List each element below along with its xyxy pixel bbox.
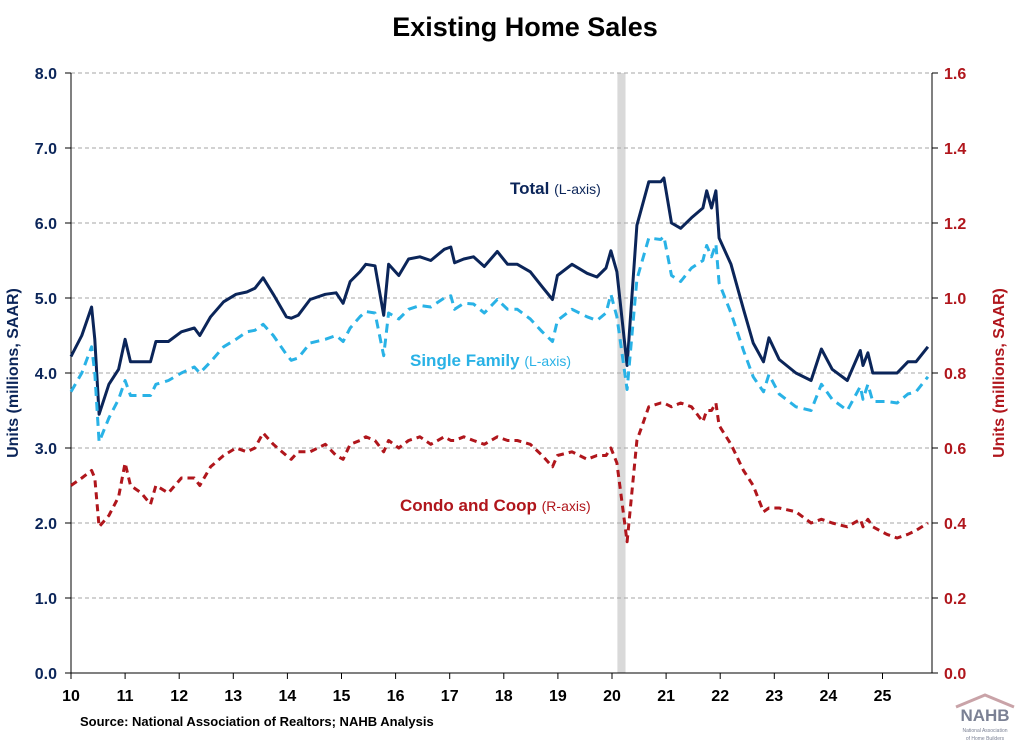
x-tick-label: 21 <box>657 688 675 705</box>
y-right-tick-label: 1.6 <box>944 66 966 83</box>
x-tick-label: 16 <box>387 688 405 705</box>
series-axis-note: (R-axis) <box>542 498 591 514</box>
y-left-tick-label: 8.0 <box>35 66 57 83</box>
series-line-single-family <box>69 235 930 444</box>
y-right-tick-label: 0.8 <box>944 366 966 383</box>
x-tick-label: 19 <box>549 688 567 705</box>
y-left-tick-label: 2.0 <box>35 516 57 533</box>
x-tick-label: 17 <box>441 688 459 705</box>
y-right-tick-label: 0.4 <box>944 516 966 533</box>
series-axis-note: (L-axis) <box>554 181 601 197</box>
series-line-total <box>69 176 930 416</box>
y-left-tick-label: 5.0 <box>35 291 57 308</box>
y-left-tick-label: 6.0 <box>35 216 57 233</box>
nahb-logo: NAHB National Association of Home Builde… <box>955 693 1015 742</box>
series-axis-note: (L-axis) <box>524 353 571 369</box>
y-right-tick-label: 0.0 <box>944 666 966 683</box>
x-tick-label: 24 <box>820 688 838 705</box>
y-right-tick-label: 0.2 <box>944 591 966 608</box>
y-right-axis-title: Units (millions, SAAR) <box>991 288 1008 458</box>
x-tick-label: 23 <box>765 688 783 705</box>
y-left-tick-label: 1.0 <box>35 591 57 608</box>
y-right-tick-label: 0.6 <box>944 441 966 458</box>
x-tick-label: 25 <box>874 688 892 705</box>
y-left-tick-label: 3.0 <box>35 441 57 458</box>
x-tick-label: 12 <box>170 688 188 705</box>
x-tick-label: 20 <box>603 688 621 705</box>
svg-text:NAHB: NAHB <box>960 706 1009 725</box>
series-label: Total (L-axis) <box>510 179 601 198</box>
y-right-tick-label: 1.0 <box>944 291 966 308</box>
x-tick-label: 18 <box>495 688 513 705</box>
y-left-tick-label: 7.0 <box>35 141 57 158</box>
series-name: Total <box>510 179 554 198</box>
x-tick-label: 10 <box>62 688 80 705</box>
series-label: Single Family (L-axis) <box>410 351 571 370</box>
svg-text:of Home Builders: of Home Builders <box>966 736 1005 742</box>
x-tick-label: 13 <box>224 688 242 705</box>
x-tick-label: 22 <box>711 688 729 705</box>
x-tick-label: 15 <box>333 688 351 705</box>
series-label: Condo and Coop (R-axis) <box>400 496 591 515</box>
series-name: Condo and Coop <box>400 496 542 515</box>
y-right-tick-label: 1.4 <box>944 141 966 158</box>
y-left-tick-label: 4.0 <box>35 366 57 383</box>
y-left-axis-title: Units (millions, SAAR) <box>5 288 22 458</box>
series-line-condo-and-coop <box>70 401 929 544</box>
y-left-tick-label: 0.0 <box>35 666 57 683</box>
y-right-tick-label: 1.2 <box>944 216 966 233</box>
chart-title: Existing Home Sales <box>392 12 658 42</box>
series-name: Single Family <box>410 351 524 370</box>
x-tick-label: 14 <box>279 688 297 705</box>
svg-text:National Association: National Association <box>962 728 1007 734</box>
recession-band <box>617 73 626 673</box>
source-note: Source: National Association of Realtors… <box>80 714 434 729</box>
x-tick-label: 11 <box>117 688 134 705</box>
